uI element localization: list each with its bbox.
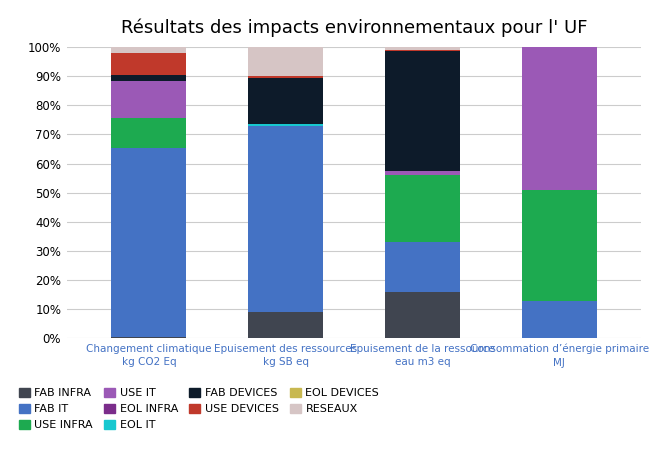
Bar [248,78,323,124]
Legend: FAB INFRA, FAB IT, USE INFRA, USE IT, EOL INFRA, EOL IT, FAB DEVICES, USE DEVICE: FAB INFRA, FAB IT, USE INFRA, USE IT, EO… [19,388,379,430]
Bar [385,175,460,242]
Bar [248,47,323,76]
Bar [112,80,186,118]
Bar [522,47,597,190]
Bar [385,51,460,171]
Bar [385,292,460,338]
Bar [112,53,186,75]
Bar [248,312,323,338]
Bar [248,125,323,312]
Bar [112,118,186,148]
Bar [248,76,323,78]
Bar [112,337,186,338]
Bar [248,124,323,125]
Bar [385,171,460,175]
Bar [522,300,597,338]
Bar [385,50,460,51]
Bar [112,47,186,53]
Title: Résultats des impacts environnementaux pour l' UF: Résultats des impacts environnementaux p… [121,19,587,37]
Bar [522,190,597,300]
Bar [112,148,186,337]
Bar [385,47,460,50]
Bar [385,242,460,292]
Bar [112,75,186,80]
